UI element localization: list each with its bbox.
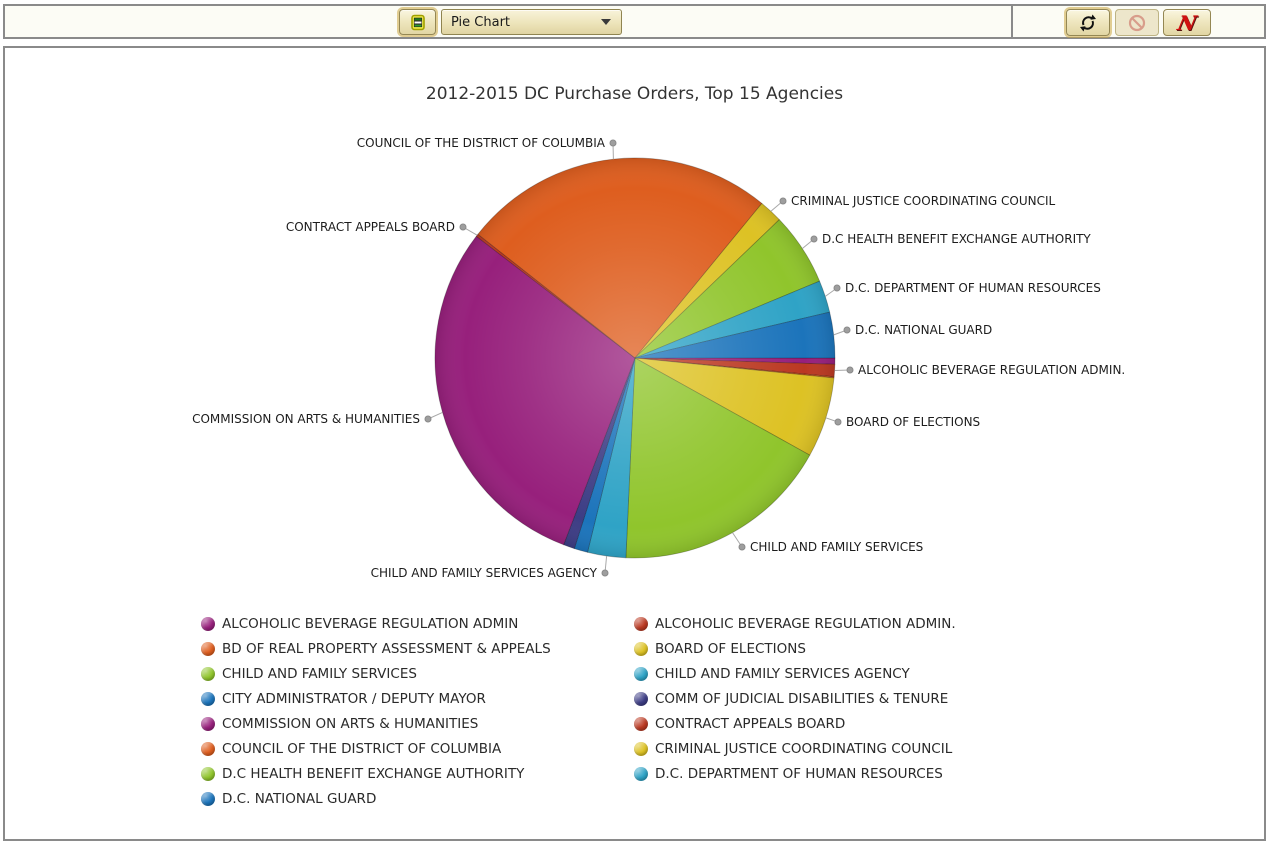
pie-callouts: ALCOHOLIC BEVERAGE REGULATION ADMIN. BOAR…: [192, 136, 1125, 580]
legend-swatch: [201, 741, 215, 756]
legend-item: D.C HEALTH BENEFIT EXCHANGE AUTHORITY: [201, 761, 524, 786]
legend-item: ALCOHOLIC BEVERAGE REGULATION ADMIN: [201, 611, 518, 636]
pie-callout-label: BOARD OF ELECTIONS: [846, 415, 980, 429]
legend-item: D.C. DEPARTMENT OF HUMAN RESOURCES: [634, 761, 943, 786]
pie-callout-label: D.C HEALTH BENEFIT EXCHANGE AUTHORITY: [822, 232, 1091, 246]
leader-dot: [609, 139, 617, 147]
legend-label: CHILD AND FAMILY SERVICES AGENCY: [655, 665, 910, 682]
leader-dot: [810, 235, 818, 243]
chart-type-button[interactable]: [399, 9, 436, 35]
legend-label: BOARD OF ELECTIONS: [655, 640, 806, 657]
legend-label: BD OF REAL PROPERTY ASSESSMENT & APPEALS: [222, 640, 551, 657]
legend-label: CHILD AND FAMILY SERVICES: [222, 665, 417, 682]
pie-callout-label: ALCOHOLIC BEVERAGE REGULATION ADMIN.: [858, 363, 1125, 377]
legend-label: CONTRACT APPEALS BOARD: [655, 715, 846, 732]
legend-swatch: [634, 666, 648, 681]
legend-label: COMM OF JUDICIAL DISABILITIES & TENURE: [655, 690, 949, 707]
chart-title: 2012-2015 DC Purchase Orders, Top 15 Age…: [425, 84, 844, 104]
pie-callout-label: CHILD AND FAMILY SERVICES: [750, 540, 923, 554]
legend-swatch: [634, 741, 648, 756]
leader-dot: [833, 284, 841, 292]
table-icon: [410, 14, 425, 30]
legend-swatch: [201, 616, 215, 631]
legend-item: ALCOHOLIC BEVERAGE REGULATION ADMIN.: [634, 611, 956, 636]
leader-dot: [601, 569, 609, 577]
legend-swatch: [201, 666, 215, 681]
legend-swatch: [634, 616, 648, 631]
legend-swatch: [201, 691, 215, 706]
toolbar-right-panel: N: [1011, 4, 1266, 39]
leader-dot: [834, 418, 842, 426]
legend-label: D.C. DEPARTMENT OF HUMAN RESOURCES: [655, 765, 943, 782]
legend-item: CONTRACT APPEALS BOARD: [634, 711, 845, 736]
legend-swatch: [634, 716, 648, 731]
legend-swatch: [634, 641, 648, 656]
legend-item: D.C. NATIONAL GUARD: [201, 786, 376, 811]
legend-label: D.C. NATIONAL GUARD: [222, 790, 377, 807]
legend-item: CHILD AND FAMILY SERVICES: [201, 661, 417, 686]
chart-panel: 2012-2015 DC Purchase Orders, Top 15 Age…: [3, 46, 1266, 841]
legend-label: CITY ADMINISTRATOR / DEPUTY MAYOR: [222, 690, 486, 707]
n-icon: N: [1175, 10, 1199, 35]
refresh-button[interactable]: [1066, 9, 1110, 36]
run-button[interactable]: N: [1163, 9, 1211, 36]
leader-dot: [459, 223, 467, 231]
pie-callout-label: D.C. NATIONAL GUARD: [855, 323, 992, 337]
leader-dot: [424, 415, 432, 423]
legend-item: CITY ADMINISTRATOR / DEPUTY MAYOR: [201, 686, 486, 711]
chart-type-value: Pie Chart: [451, 14, 511, 30]
legend-label: COMMISSION ON ARTS & HUMANITIES: [222, 715, 479, 732]
leader-dot: [843, 326, 851, 334]
legend-swatch: [201, 791, 215, 806]
pie-callout-label: D.C. DEPARTMENT OF HUMAN RESOURCES: [845, 281, 1101, 295]
legend-swatch: [201, 716, 215, 731]
legend-swatch: [634, 691, 648, 706]
leader-dot: [779, 197, 787, 205]
pie-callout-label: COUNCIL OF THE DISTRICT OF COLUMBIA: [357, 136, 606, 150]
legend-label: ALCOHOLIC BEVERAGE REGULATION ADMIN: [222, 615, 519, 632]
legend-item: COUNCIL OF THE DISTRICT OF COLUMBIA: [201, 736, 501, 761]
pie-callout-label: CRIMINAL JUSTICE COORDINATING COUNCIL: [791, 194, 1056, 208]
toolbar-left-panel: Pie Chart: [3, 4, 1013, 39]
stop-icon: [1128, 14, 1146, 31]
legend-label: COUNCIL OF THE DISTRICT OF COLUMBIA: [222, 740, 502, 757]
legend-item: COMM OF JUDICIAL DISABILITIES & TENURE: [634, 686, 948, 711]
legend-label: D.C HEALTH BENEFIT EXCHANGE AUTHORITY: [222, 765, 525, 782]
pie-callout-label: COMMISSION ON ARTS & HUMANITIES: [192, 412, 420, 426]
pie-callout-label: CHILD AND FAMILY SERVICES AGENCY: [371, 566, 598, 580]
legend-swatch: [634, 766, 648, 781]
leader-dot: [846, 366, 854, 374]
legend-item: CHILD AND FAMILY SERVICES AGENCY: [634, 661, 910, 686]
legend-item: BD OF REAL PROPERTY ASSESSMENT & APPEALS: [201, 636, 551, 661]
legend-label: CRIMINAL JUSTICE COORDINATING COUNCIL: [655, 740, 953, 757]
pie-callout-label: CONTRACT APPEALS BOARD: [286, 220, 455, 234]
chart-type-dropdown[interactable]: Pie Chart: [441, 9, 622, 35]
legend-swatch: [201, 641, 215, 656]
stop-button[interactable]: [1115, 9, 1159, 36]
leader-dot: [738, 543, 746, 551]
legend-item: CRIMINAL JUSTICE COORDINATING COUNCIL: [634, 736, 952, 761]
chevron-down-icon: [601, 19, 611, 25]
legend-item: COMMISSION ON ARTS & HUMANITIES: [201, 711, 478, 736]
legend-swatch: [201, 766, 215, 781]
legend-label: ALCOHOLIC BEVERAGE REGULATION ADMIN.: [655, 615, 956, 632]
refresh-icon: [1080, 14, 1096, 31]
legend-item: BOARD OF ELECTIONS: [634, 636, 806, 661]
pie-slices: [434, 157, 836, 559]
